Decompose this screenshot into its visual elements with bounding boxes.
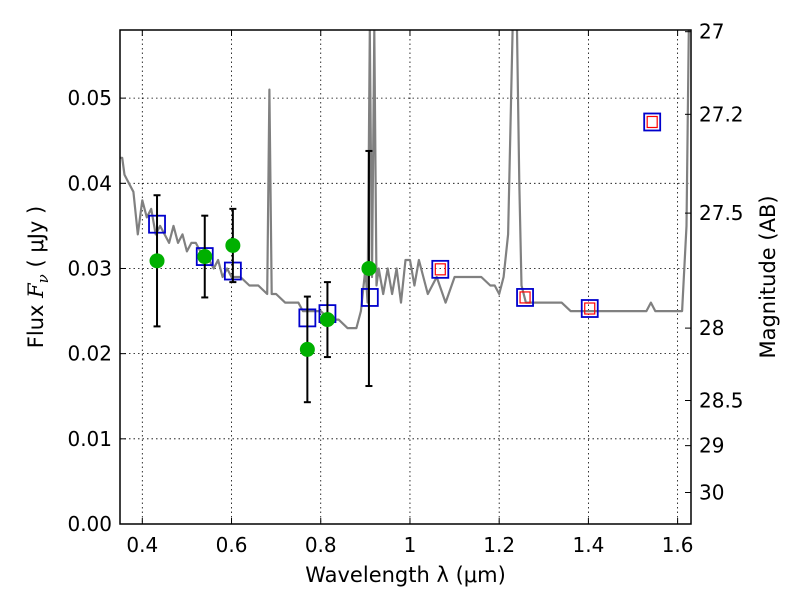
y2-tick-label: 30 (699, 480, 724, 504)
x-tick-label: 1.6 (662, 533, 694, 557)
flux-subscript: ν (34, 274, 52, 283)
y-tick-label: 0.02 (67, 342, 112, 366)
y-tick-label: 0.01 (67, 427, 112, 451)
y-tick-label: 0.03 (67, 256, 112, 280)
model-square-point (643, 112, 662, 132)
y2-axis-label: Magnitude (AB) (756, 195, 780, 358)
model-square-point (516, 288, 534, 307)
y2-tick-label: 28 (699, 316, 724, 340)
spectrum-line (120, 30, 690, 330)
x-tick-label: 0.8 (305, 533, 337, 557)
y2-axis: 27 27.2 27.5 28 28.5 29 30 (685, 20, 744, 504)
observed-point (225, 237, 241, 253)
y-tick-label: 0.05 (67, 86, 112, 110)
observed-point (361, 260, 377, 276)
y2-tick-label: 27.2 (699, 102, 744, 126)
observed-point (319, 312, 335, 328)
x-tick-label: 1.2 (483, 533, 515, 557)
y2-tick-label: 28.5 (699, 389, 744, 413)
model-square-point (580, 299, 599, 318)
x-tick-label: 0.6 (216, 533, 248, 557)
model-square-inner (584, 302, 596, 315)
flux-symbol: F (24, 282, 48, 299)
x-tick-label: 1 (404, 533, 417, 557)
y2-tick-label: 27 (699, 20, 724, 44)
model-square-inner (646, 115, 658, 129)
model-square-inner (519, 291, 531, 304)
x-axis-label: Wavelength λ (μm) (305, 563, 506, 587)
model-square-point (431, 259, 450, 279)
x-tick-label: 0.4 (126, 533, 158, 557)
x-tick-label: 1.4 (572, 533, 604, 557)
y-tick-label: 0.00 (67, 512, 112, 536)
y2-tick-label: 29 (699, 434, 724, 458)
observed-point (197, 249, 213, 265)
y-tick-label: 0.04 (67, 171, 112, 195)
observed-point (299, 341, 315, 357)
y-axis: 0.00 0.01 0.02 0.03 0.04 0.05 (67, 86, 126, 536)
y-axis-label: Flux Fν ( μJy ) (24, 206, 52, 348)
plot-frame (119, 29, 692, 525)
x-axis: 0.4 0.6 0.8 1 1.2 1.4 1.6 (126, 30, 694, 557)
plot-area (120, 30, 690, 404)
observed-point (149, 253, 165, 269)
y2-tick-label: 27.5 (699, 201, 744, 225)
model-square-inner (434, 263, 446, 276)
